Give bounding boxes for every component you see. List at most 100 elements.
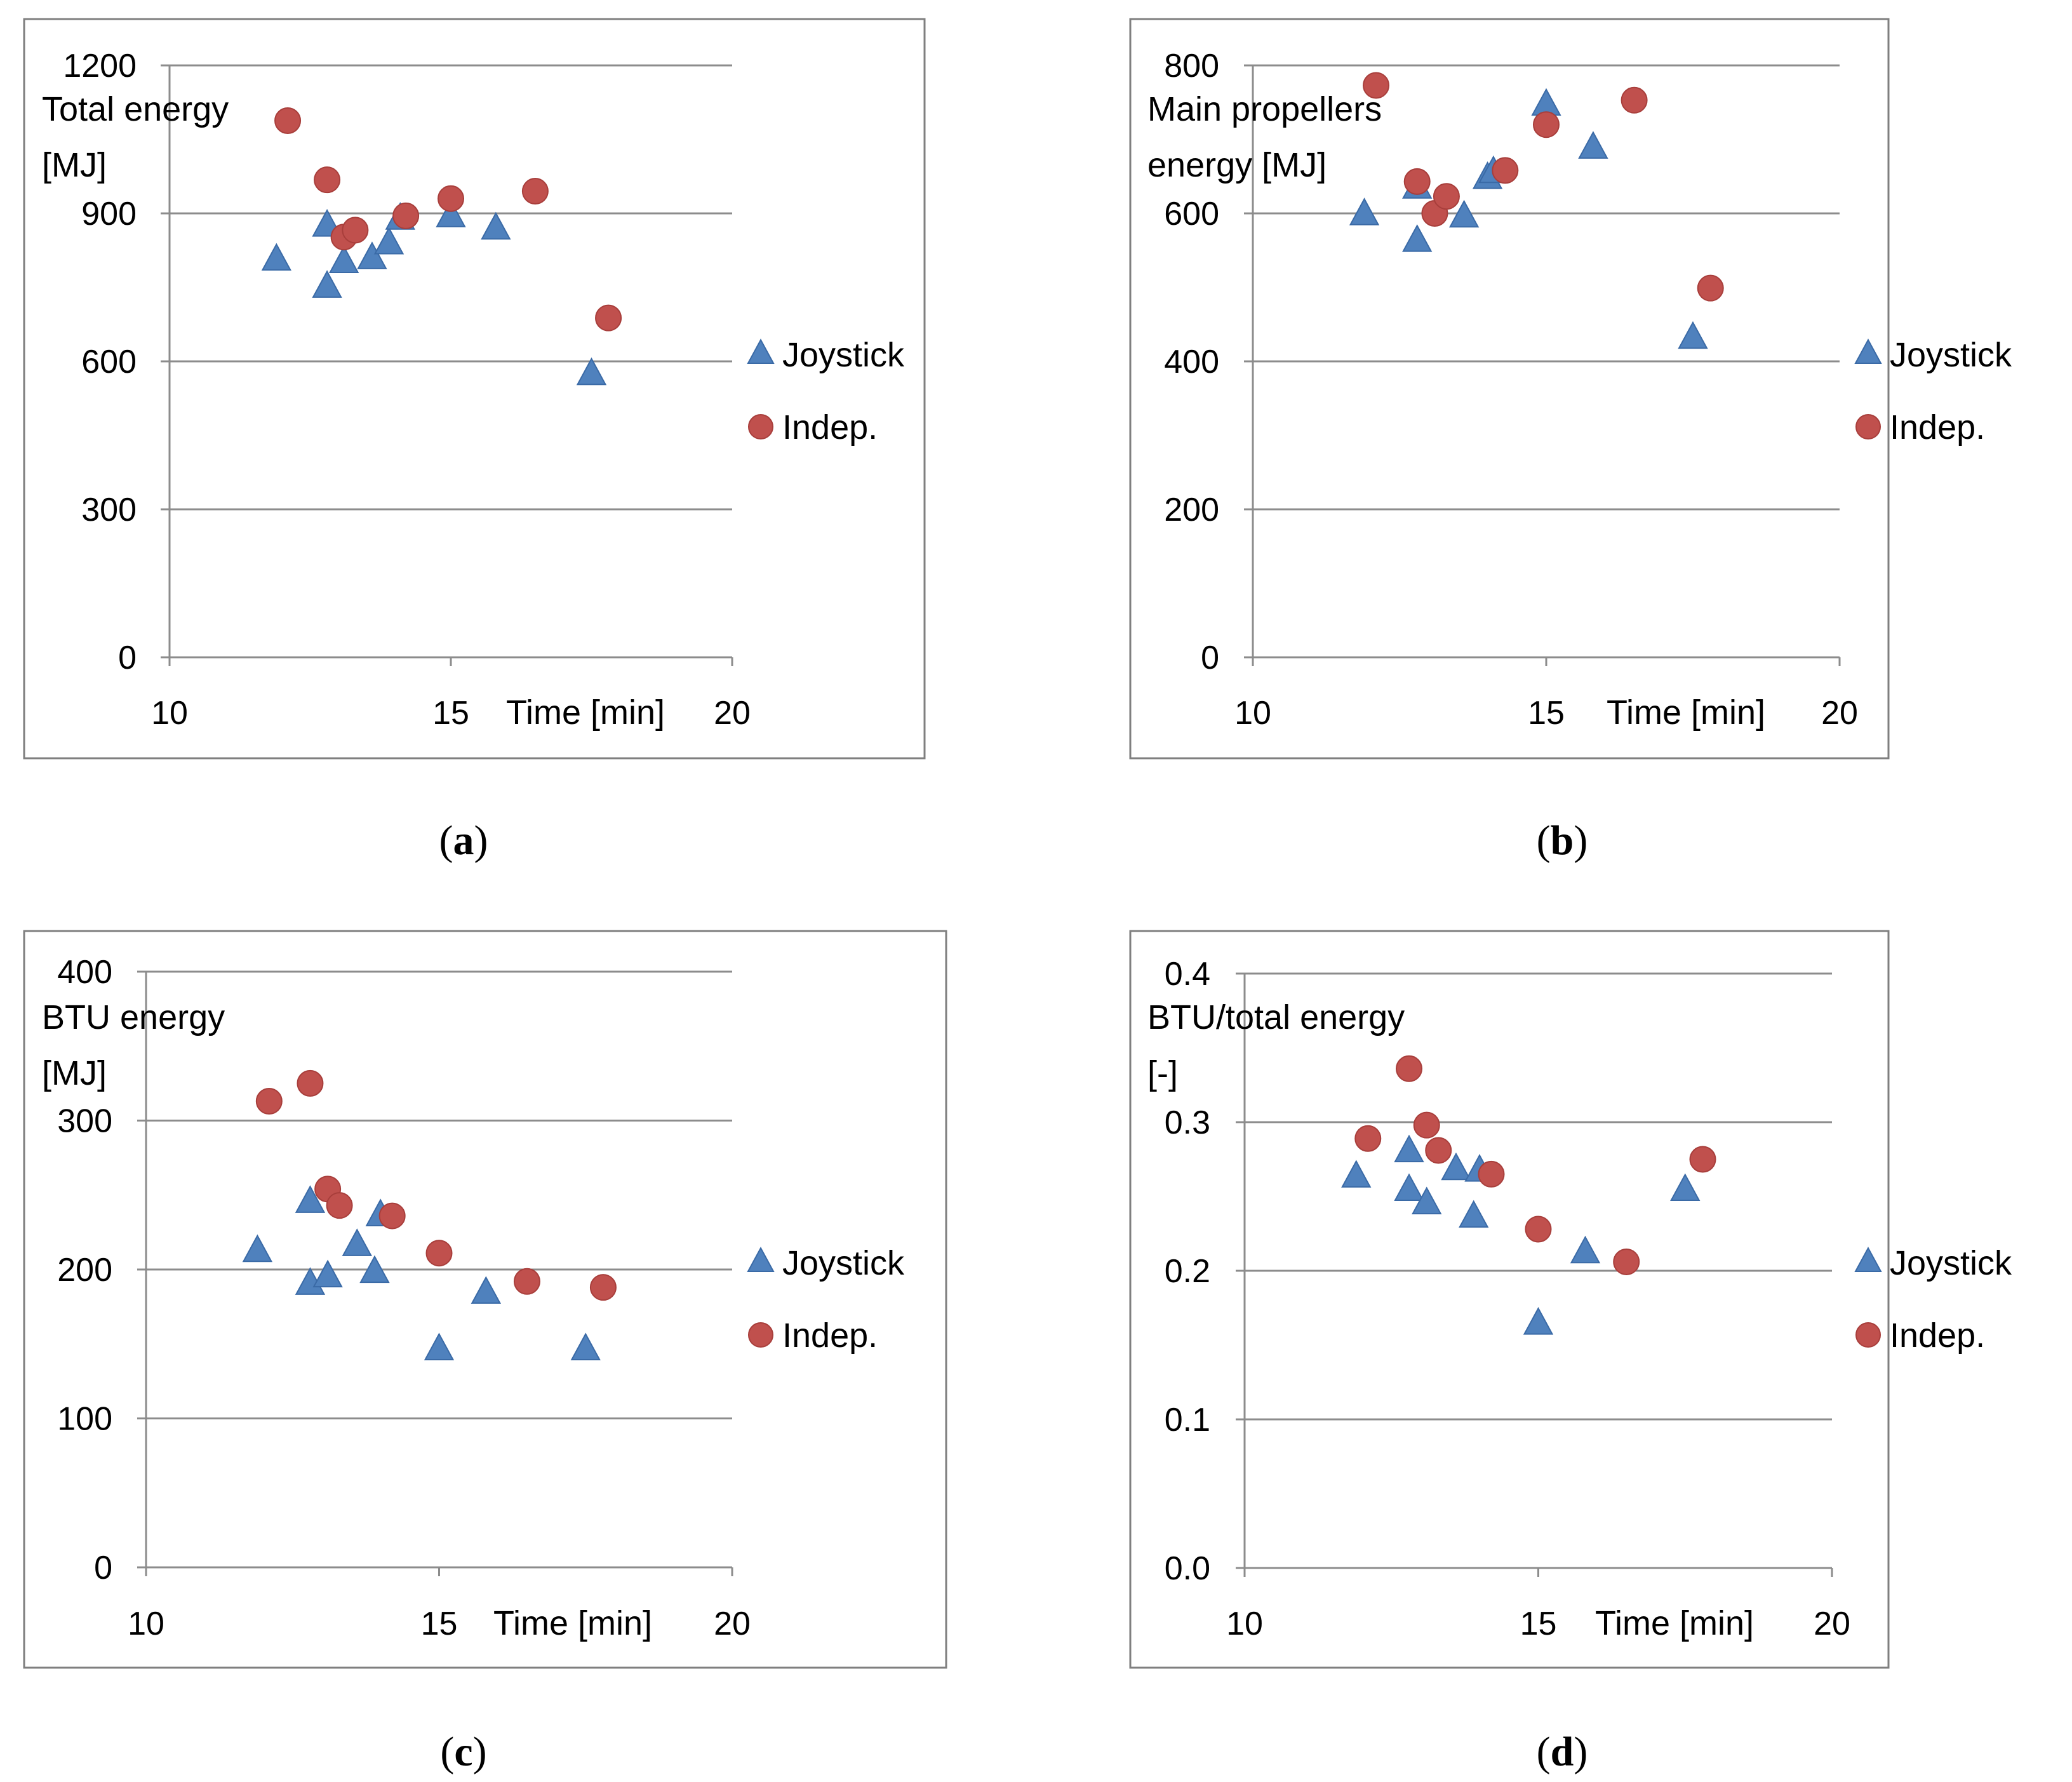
y-tick-label: 400 <box>57 954 112 991</box>
series-indep <box>255 1069 617 1301</box>
data-point-indep <box>255 1088 283 1115</box>
x-tick-label: 10 <box>151 695 188 732</box>
series-indep <box>274 107 622 332</box>
chart-frame <box>1129 18 1890 760</box>
x-tick-label: 20 <box>1821 695 1858 732</box>
y-tick-label: 300 <box>81 492 137 528</box>
x-axis-label: Time [min] <box>493 1604 652 1642</box>
data-point-joystick <box>576 357 607 385</box>
x-axis-label: Time [min] <box>1595 1604 1754 1642</box>
data-point-indep <box>438 185 464 212</box>
y-axis-label: [-] <box>1147 1054 1178 1092</box>
caption-paren: ( <box>440 1729 454 1775</box>
caption-paren: ( <box>1537 1729 1551 1775</box>
y-tick-label: 400 <box>1164 344 1219 380</box>
data-point-joystick <box>328 245 359 274</box>
y-axis-label: [MJ] <box>42 146 107 184</box>
chart-frame <box>23 18 926 760</box>
data-point-indep <box>589 1274 617 1301</box>
data-point-indep <box>1396 1055 1422 1082</box>
legend-label: Indep. <box>1890 1316 1985 1355</box>
chart-panel-b: 0 200 400 600 800 10 15 20 Main propellers energy… <box>1129 18 2012 864</box>
legend-label: Indep. <box>782 408 878 446</box>
y-tick-label: 600 <box>1164 196 1219 232</box>
data-point-indep <box>1613 1248 1640 1275</box>
data-point-indep <box>595 304 622 332</box>
x-tick-label: 15 <box>421 1605 458 1642</box>
x-tick-label: 20 <box>714 1605 751 1642</box>
data-point-joystick <box>1459 1200 1489 1228</box>
caption-letter: d <box>1551 1729 1574 1775</box>
legend-label: Joystick <box>782 1244 905 1282</box>
legend-label: Indep. <box>782 1316 878 1355</box>
data-point-indep <box>1478 1160 1505 1188</box>
y-tick-label: 0 <box>1201 640 1219 676</box>
data-point-joystick <box>570 1332 601 1361</box>
data-point-indep <box>1525 1216 1552 1243</box>
x-tick-label: 10 <box>1226 1605 1263 1642</box>
data-point-joystick <box>373 226 404 255</box>
chart-panel-a: 0 300 600 900 1200 10 15 20 Total energy [MJ] Time… <box>23 18 926 864</box>
legend-label: Joystick <box>1890 1244 2012 1282</box>
data-point-joystick <box>1394 1134 1424 1163</box>
data-point-joystick <box>242 1234 273 1263</box>
data-point-joystick <box>359 1255 390 1283</box>
data-point-joystick <box>357 241 387 269</box>
legend-marker-joystick <box>1854 1247 1882 1272</box>
y-tick-label: 0.2 <box>1165 1253 1210 1290</box>
data-point-indep <box>378 1202 406 1229</box>
panel-caption: (b) <box>1537 817 1588 864</box>
y-tick-label: 0.1 <box>1165 1402 1210 1438</box>
y-tick-label: 0 <box>94 1550 112 1586</box>
data-point-joystick <box>481 211 511 240</box>
data-point-joystick <box>1578 131 1608 159</box>
x-tick-label: 10 <box>1234 695 1271 732</box>
caption-paren: ) <box>473 1729 487 1775</box>
y-axis-label: BTU energy <box>42 998 225 1036</box>
data-point-indep <box>521 178 549 205</box>
y-tick-label: 900 <box>81 196 137 232</box>
data-point-joystick <box>1570 1235 1601 1264</box>
data-point-joystick <box>1402 224 1433 252</box>
y-tick-label: 0.4 <box>1165 956 1210 993</box>
caption-paren: ) <box>474 817 488 864</box>
data-point-joystick <box>312 270 342 298</box>
data-point-joystick <box>1448 199 1480 228</box>
data-point-joystick <box>1678 321 1708 349</box>
y-axis-label: [MJ] <box>42 1054 107 1092</box>
data-point-indep <box>1533 111 1560 138</box>
legend-marker-joystick <box>747 338 775 364</box>
data-point-joystick <box>436 199 466 227</box>
data-point-joystick <box>1523 1307 1554 1335</box>
panel-caption: (a) <box>439 817 488 864</box>
chart-panel-d: 0.0 0.1 0.2 0.3 0.4 10 15 20 BTU/total energy [-]… <box>1129 930 2012 1775</box>
x-tick-label: 15 <box>1528 695 1565 732</box>
y-tick-label: 800 <box>1164 48 1219 84</box>
x-tick-label: 20 <box>714 695 751 732</box>
data-point-joystick <box>342 1228 372 1256</box>
data-point-indep <box>1363 72 1390 99</box>
data-point-joystick <box>1412 1186 1442 1215</box>
data-point-indep <box>1689 1146 1716 1173</box>
legend-label: Joystick <box>1890 336 2012 374</box>
caption-letter: b <box>1551 817 1574 864</box>
x-axis-label: Time [min] <box>506 693 665 732</box>
y-tick-label: 1200 <box>63 48 137 84</box>
data-point-indep <box>1492 157 1519 184</box>
data-point-indep <box>1403 168 1431 195</box>
data-point-indep <box>1621 86 1648 114</box>
legend-label: Indep. <box>1890 408 1985 446</box>
data-point-joystick <box>471 1276 502 1304</box>
data-point-joystick <box>1394 1173 1424 1202</box>
legend-marker-joystick <box>747 1247 775 1272</box>
data-point-indep <box>342 217 369 244</box>
caption-letter: c <box>454 1729 472 1775</box>
data-point-indep <box>1433 183 1460 210</box>
series-indep <box>1363 72 1724 302</box>
data-point-indep <box>1425 1137 1452 1164</box>
legend-marker-indep <box>1855 1322 1881 1348</box>
y-axis-label: Total energy <box>42 90 229 128</box>
panel-caption: (d) <box>1537 1729 1588 1775</box>
y-tick-label: 100 <box>57 1401 112 1438</box>
data-point-indep <box>392 202 420 229</box>
